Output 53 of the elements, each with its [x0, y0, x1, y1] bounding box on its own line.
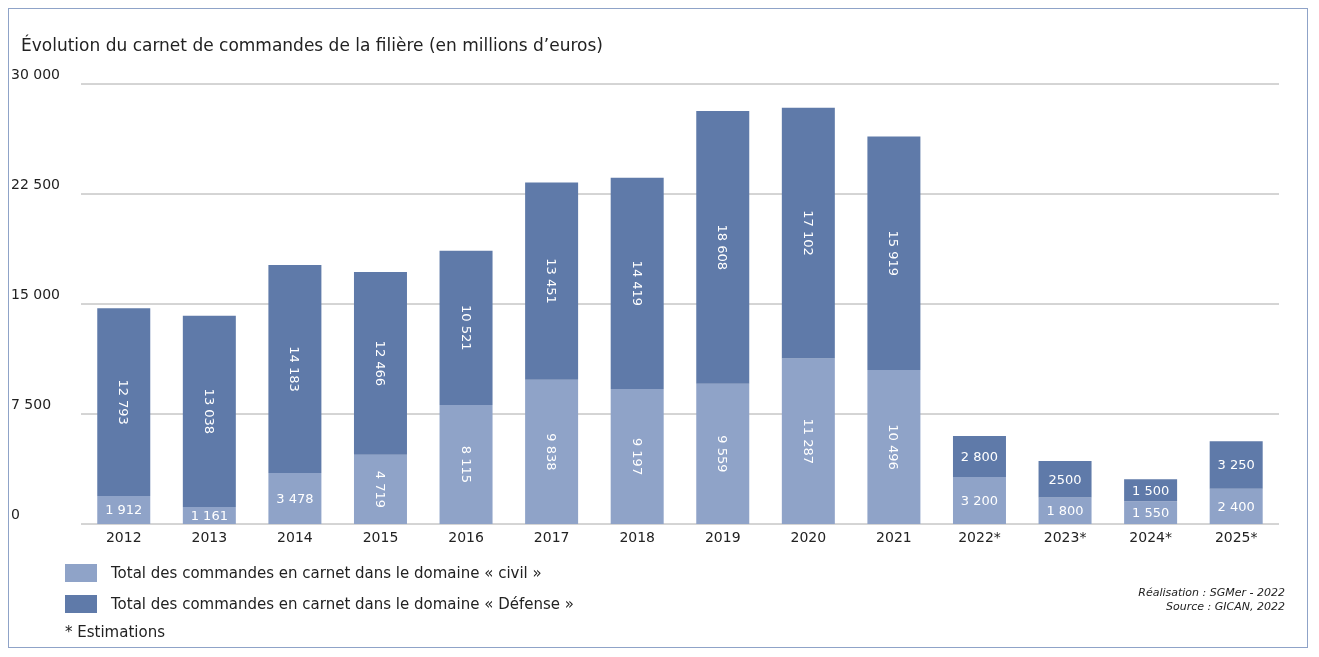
- y-tick-label: 0: [11, 505, 20, 522]
- data-label: 15 919: [886, 230, 902, 277]
- data-label: 10 521: [458, 305, 474, 351]
- data-label: 9 197: [629, 437, 645, 476]
- y-tick-label: 15 000: [11, 285, 60, 302]
- text: Réalisation : SGMer - 2022: [1138, 586, 1285, 600]
- x-tick-label: 2025*: [1214, 528, 1258, 545]
- data-label: 10 496: [886, 424, 902, 470]
- data-label: 4 719: [372, 470, 388, 508]
- data-label: 14 419: [629, 260, 645, 307]
- x-tick-label: 2017: [533, 528, 570, 545]
- data-label: 9 838: [544, 433, 560, 471]
- legend-label: Total des commandes en carnet dans le domaine « civil »: [111, 563, 542, 582]
- chart-title: Évolution du carnet de commandes de la filière (en millions d’euros): [21, 35, 604, 55]
- x-tick-label: 2015: [362, 528, 399, 545]
- data-label: 1 912: [105, 502, 143, 518]
- x-tick-label: 2012: [105, 528, 142, 545]
- x-tick-label: 2018: [619, 528, 656, 545]
- data-label: 1 500: [1132, 482, 1170, 498]
- data-label: 18 608: [715, 224, 731, 271]
- legend-label: Total des commandes en carnet dans le domaine « Défense »: [111, 594, 574, 613]
- data-label: 17 102: [800, 210, 816, 256]
- x-tick-label: 2013: [191, 528, 228, 545]
- source-note: Source : GICAN, 2022: [1165, 600, 1285, 614]
- x-tick-label: 2022*: [958, 528, 1001, 545]
- x-tick-label: 2024*: [1129, 528, 1172, 545]
- data-label: 1 800: [1046, 503, 1084, 519]
- data-label: 2 800: [960, 449, 999, 465]
- x-tick-label: 2019: [704, 528, 741, 545]
- data-label: 2 400: [1217, 498, 1255, 514]
- data-label: 13 038: [201, 388, 217, 435]
- data-label: 3 478: [276, 490, 314, 506]
- data-label: 1 550: [1132, 505, 1170, 521]
- data-label: 2500: [1048, 471, 1082, 487]
- data-label: 9 559: [715, 435, 731, 473]
- data-label: 11 287: [800, 418, 816, 464]
- data-label: 3 250: [1217, 457, 1255, 473]
- data-label: 12 466: [372, 340, 388, 387]
- x-tick-label: 2014: [277, 528, 313, 545]
- data-label: 3 200: [960, 493, 999, 509]
- data-label: 13 451: [544, 258, 560, 304]
- data-label: 1 161: [190, 507, 228, 523]
- y-tick-label: 22 500: [11, 175, 60, 192]
- data-label: 14 183: [287, 346, 303, 392]
- x-tick-label: 2021: [876, 528, 912, 545]
- y-tick-label: 7 500: [11, 395, 52, 412]
- data-label: 12 793: [116, 379, 132, 425]
- y-tick-label: 30 000: [11, 65, 60, 82]
- text: * Estimations: [65, 623, 165, 641]
- x-tick-label: 2023*: [1043, 528, 1087, 545]
- x-tick-label: 2016: [448, 528, 484, 545]
- x-tick-label: 2020: [790, 528, 827, 545]
- data-label: 8 115: [458, 445, 474, 484]
